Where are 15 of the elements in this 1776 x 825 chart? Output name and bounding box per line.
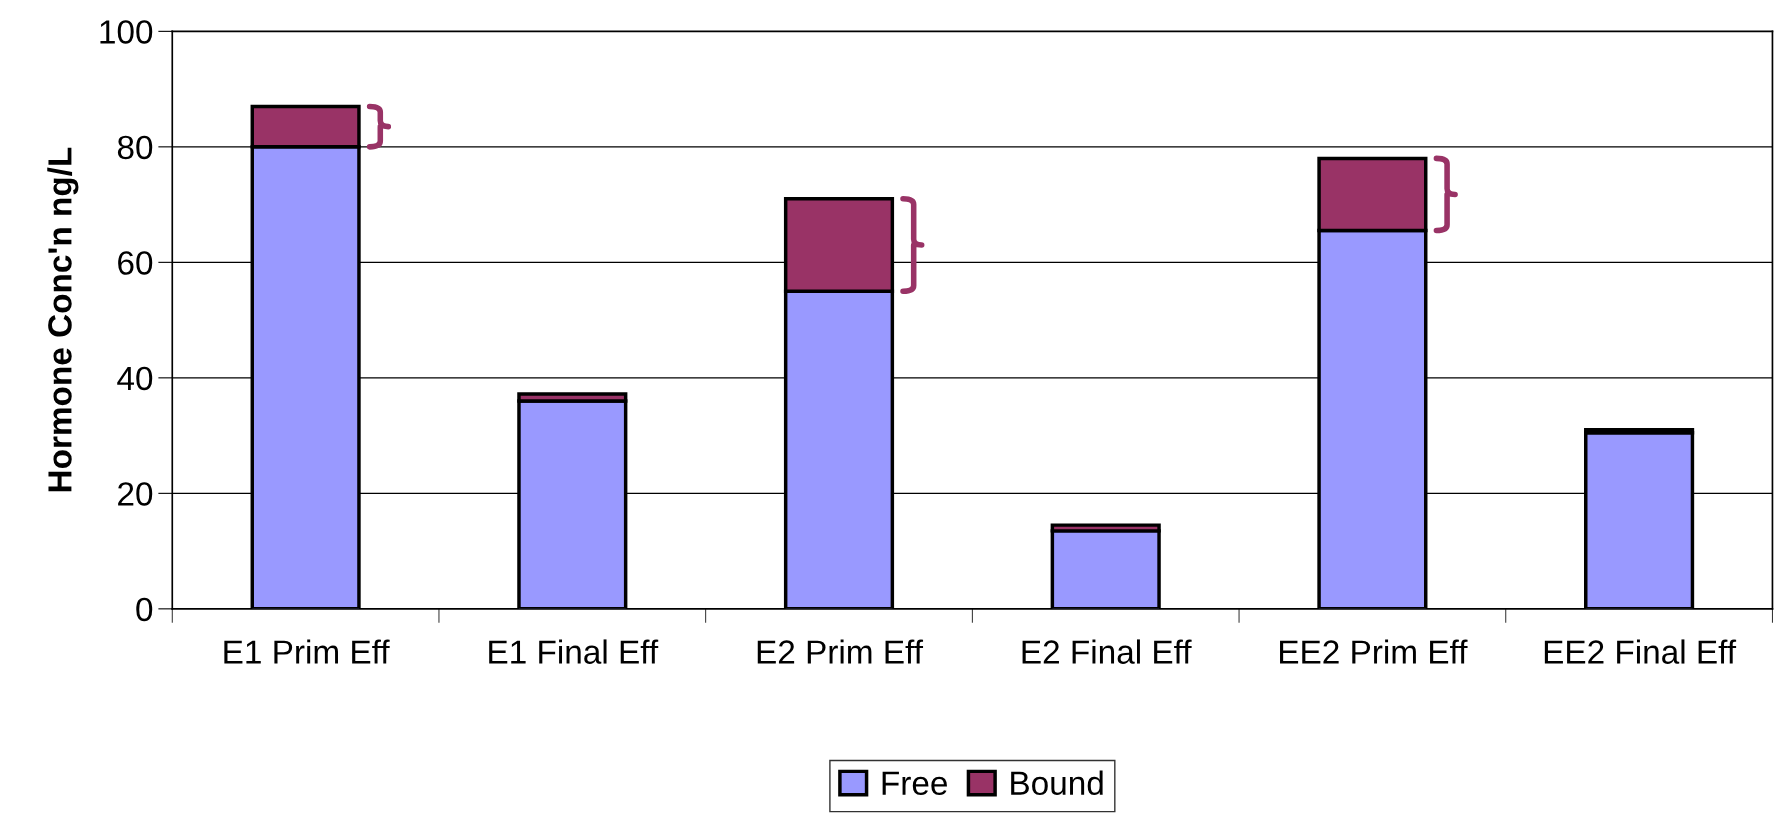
- x-tick-label: E1 Final Eff: [489, 639, 659, 664]
- y-tick-label: 60: [118, 251, 153, 275]
- y-tick-label: 80: [117, 135, 153, 160]
- legend-label: Bound: [1011, 770, 1103, 796]
- x-tick-label: E2 Prim Eff: [757, 639, 924, 664]
- y-tick-label: 100: [100, 20, 153, 44]
- x-tick-label: E2 Final Eff: [1022, 639, 1192, 664]
- legend-label: Free: [882, 771, 947, 796]
- y-tick-label: 40: [117, 366, 153, 391]
- y-tick-label: 20: [118, 482, 153, 506]
- x-tick-label: EE2 Final Eff: [1544, 639, 1737, 664]
- y-tick-label: 0: [136, 597, 153, 622]
- x-tick-label: EE2 Prim Eff: [1280, 639, 1468, 664]
- x-tick-label: E1 Prim Eff: [224, 639, 390, 664]
- y-axis-title: Hormone Conc'n ng/L: [47, 147, 79, 492]
